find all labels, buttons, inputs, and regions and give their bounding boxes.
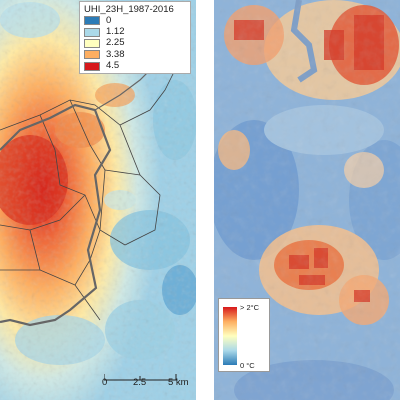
legend-swatch-2	[84, 38, 100, 48]
legend-label-3: 3.38	[106, 48, 125, 60]
municipal-boundary	[0, 103, 112, 327]
scale-label-0: 0	[102, 377, 108, 388]
legend-label-2: 2.25	[106, 37, 125, 49]
scale-bar-line	[104, 374, 177, 381]
legend-label-1: 1.12	[106, 26, 125, 38]
legend-row-3: 3.38	[84, 49, 186, 60]
legend-label-4: 4.5	[106, 60, 120, 72]
legend-row-4: 4.5	[84, 61, 186, 72]
district-boundaries	[0, 69, 176, 321]
legend-color-ramp	[223, 307, 237, 365]
legend-row-2: 2.25	[84, 38, 186, 49]
legend-row-0: 0	[84, 15, 186, 26]
legend-swatch-4	[84, 61, 100, 71]
uhi-map-left[interactable]: UHI_23H_1987-2016 0 1.12 2.25 3.38 4.5	[0, 0, 196, 400]
legend-swatch-1	[84, 27, 100, 37]
legend-swatch-3	[84, 50, 100, 60]
right-legend: > 2°C 0 °C	[218, 298, 270, 372]
legend-max-label: > 2°C	[240, 303, 260, 312]
panel-gap	[196, 0, 214, 400]
left-legend: UHI_23H_1987-2016 0 1.12 2.25 3.38 4.5	[79, 1, 191, 74]
legend-min-label: 0 °C	[240, 361, 255, 370]
scale-label-2: 5 km	[168, 377, 189, 388]
uhi-map-right[interactable]	[214, 0, 400, 400]
scale-label-1: 2.5	[133, 377, 147, 388]
legend-swatch-0	[84, 16, 100, 26]
scale-bar: 0 2.5 5 km	[100, 374, 190, 398]
right-map-canvas	[214, 0, 400, 400]
legend-title: UHI_23H_1987-2016	[84, 4, 174, 15]
legend-label-0: 0	[106, 14, 112, 26]
legend-row-1: 1.12	[84, 26, 186, 37]
